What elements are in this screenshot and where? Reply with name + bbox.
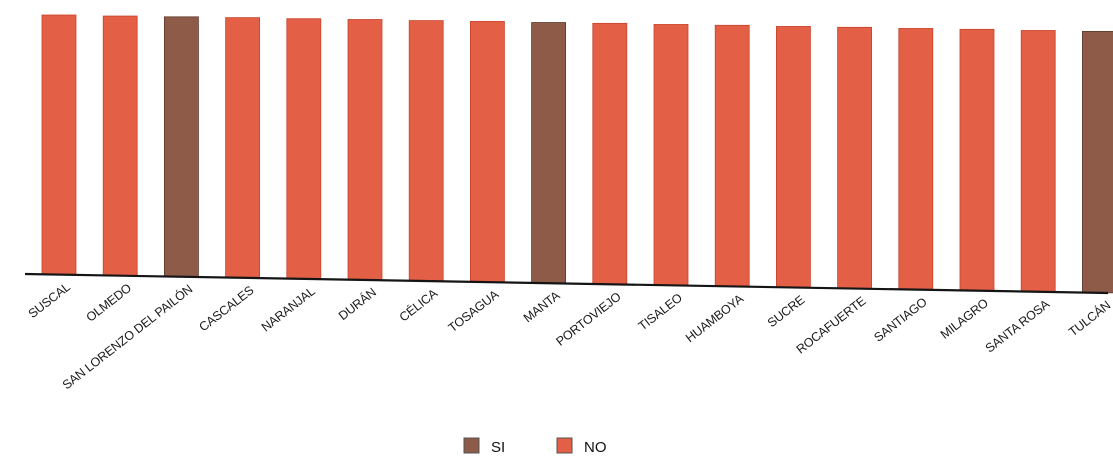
bar-manta xyxy=(531,22,566,284)
bar-sucre xyxy=(776,26,811,288)
legend-item-si: SI xyxy=(463,437,505,456)
bar-santa-rosa xyxy=(1020,30,1056,293)
bar-dur-n xyxy=(347,19,383,281)
bar-olmedo xyxy=(102,15,138,277)
bar-portoviejo xyxy=(592,22,628,285)
legend-label-no: NO xyxy=(584,439,607,456)
x-tick-label: CASCALES xyxy=(197,283,257,334)
legend-swatch-si xyxy=(463,437,480,454)
x-tick-label: CÉLICA xyxy=(396,285,441,324)
bar-san-lorenzo-del-pail-n xyxy=(163,16,199,278)
x-tick-label: SUCRE xyxy=(765,293,807,330)
legend-swatch-no xyxy=(556,437,573,454)
x-tick-label: SUSCAL xyxy=(26,280,73,321)
legend-item-no: NO xyxy=(556,437,607,456)
bar-tulc-n xyxy=(1082,30,1113,294)
bar-huamboya xyxy=(714,24,750,287)
x-tick-label: DURÁN xyxy=(335,284,379,323)
legend: SI NO xyxy=(463,437,607,456)
x-tick-label: TOSAGUA xyxy=(446,287,502,335)
x-tick-label: SANTA ROSA xyxy=(983,297,1053,356)
bar-naranjal xyxy=(286,18,322,280)
x-axis-line xyxy=(24,272,1109,295)
x-tick-label: TISALEO xyxy=(636,290,685,333)
x-tick-label: NARANJAL xyxy=(259,284,318,334)
bar-tosagua xyxy=(469,21,505,283)
x-tick-label: MANTA xyxy=(521,288,563,325)
bar-rocafuerte xyxy=(837,26,872,289)
bar-santiago xyxy=(898,28,934,291)
x-tick-label: SANTIAGO xyxy=(871,295,930,345)
x-tick-label: MILAGRO xyxy=(938,296,991,342)
x-tick-label: SAN LORENZO DEL PAILÓN xyxy=(59,281,195,392)
bars-layer xyxy=(41,14,1113,294)
bar-tisaleo xyxy=(653,24,689,286)
x-tick-label: HUAMBOYA xyxy=(683,291,747,345)
legend-label-si: SI xyxy=(491,439,505,456)
x-tick-label: TULCÁN xyxy=(1066,297,1113,339)
bar-suscal xyxy=(41,14,77,275)
x-tick-label: PORTOVIEJO xyxy=(553,289,624,348)
bar-c-lica xyxy=(408,20,444,282)
bar-cascales xyxy=(225,17,261,279)
x-tick-label: OLMEDO xyxy=(84,281,135,325)
bar-milagro xyxy=(959,28,995,292)
